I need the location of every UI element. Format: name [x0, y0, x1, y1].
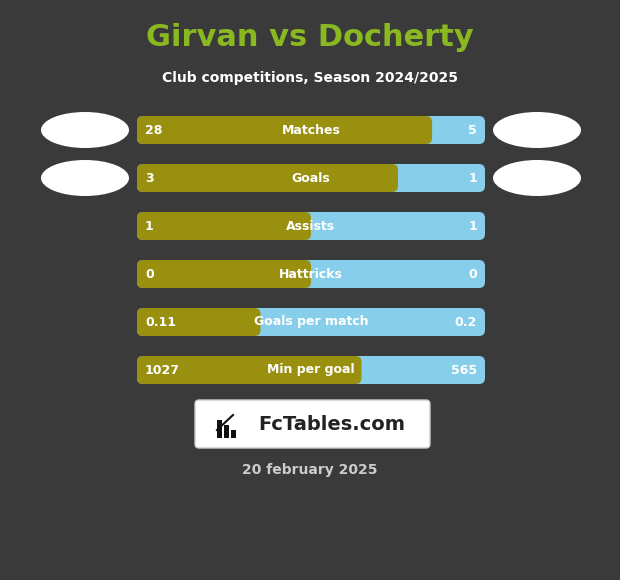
- Text: 1: 1: [468, 219, 477, 233]
- Text: 1: 1: [468, 172, 477, 184]
- Text: 0: 0: [145, 267, 154, 281]
- Text: Min per goal: Min per goal: [267, 364, 355, 376]
- FancyBboxPatch shape: [137, 116, 485, 144]
- FancyBboxPatch shape: [137, 356, 485, 384]
- FancyBboxPatch shape: [137, 212, 311, 240]
- FancyBboxPatch shape: [137, 116, 432, 144]
- Bar: [231, 430, 236, 438]
- Text: 5: 5: [468, 124, 477, 136]
- Ellipse shape: [493, 160, 581, 196]
- Text: 28: 28: [145, 124, 162, 136]
- Text: 0.11: 0.11: [145, 316, 176, 328]
- Text: 20 february 2025: 20 february 2025: [242, 463, 378, 477]
- FancyBboxPatch shape: [137, 308, 485, 336]
- Text: FcTables.com: FcTables.com: [258, 415, 405, 433]
- FancyBboxPatch shape: [137, 260, 311, 288]
- Bar: [217, 420, 222, 438]
- Ellipse shape: [493, 112, 581, 148]
- Bar: [224, 425, 229, 438]
- FancyBboxPatch shape: [137, 260, 485, 288]
- Text: Goals per match: Goals per match: [254, 316, 368, 328]
- Text: 1027: 1027: [145, 364, 180, 376]
- FancyBboxPatch shape: [137, 212, 485, 240]
- Text: Hattricks: Hattricks: [279, 267, 343, 281]
- Text: 3: 3: [145, 172, 154, 184]
- Ellipse shape: [41, 160, 129, 196]
- Text: Matches: Matches: [281, 124, 340, 136]
- FancyBboxPatch shape: [137, 164, 485, 192]
- FancyBboxPatch shape: [195, 400, 430, 448]
- Text: 0.2: 0.2: [454, 316, 477, 328]
- Text: Girvan vs Docherty: Girvan vs Docherty: [146, 24, 474, 53]
- Text: 1: 1: [145, 219, 154, 233]
- FancyBboxPatch shape: [137, 356, 361, 384]
- Text: 0: 0: [468, 267, 477, 281]
- Text: Assists: Assists: [286, 219, 335, 233]
- FancyBboxPatch shape: [137, 164, 398, 192]
- FancyBboxPatch shape: [137, 308, 260, 336]
- Ellipse shape: [41, 112, 129, 148]
- Text: 565: 565: [451, 364, 477, 376]
- Text: Club competitions, Season 2024/2025: Club competitions, Season 2024/2025: [162, 71, 458, 85]
- Text: Goals: Goals: [291, 172, 330, 184]
